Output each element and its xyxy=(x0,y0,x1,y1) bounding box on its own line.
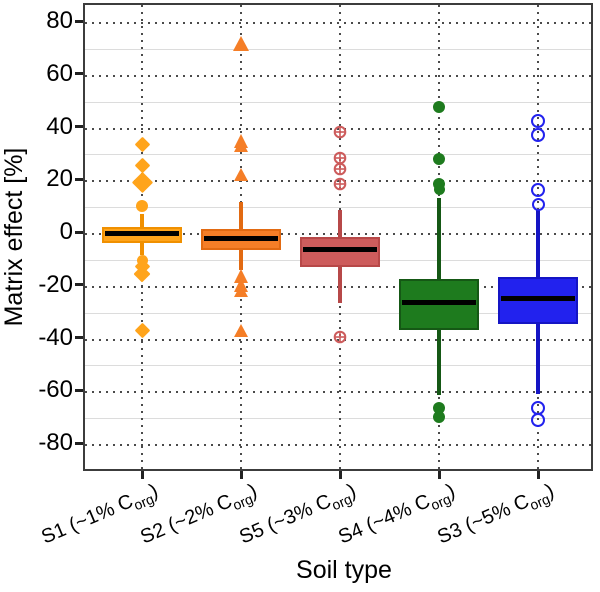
lower-whisker xyxy=(140,243,144,256)
minor-gridline xyxy=(85,207,591,209)
outlier-open-circle-icon xyxy=(531,198,545,212)
plot-area xyxy=(83,3,593,471)
minor-gridline xyxy=(85,312,591,314)
y-axis-title: Matrix effect [%] xyxy=(0,147,28,327)
y-tick-mark xyxy=(75,388,83,392)
upper-whisker xyxy=(536,210,540,277)
x-tick-mark xyxy=(338,471,342,479)
x-tick-mark xyxy=(140,471,144,479)
major-gridline xyxy=(85,391,591,394)
median-line xyxy=(303,247,377,253)
minor-gridline xyxy=(85,154,591,156)
outlier-filled-circle-icon xyxy=(433,101,445,114)
y-tick-mark xyxy=(75,336,83,339)
outlier-triangle-icon xyxy=(234,323,248,337)
outlier-diamond-icon xyxy=(134,322,150,339)
lower-whisker xyxy=(239,249,243,270)
minor-gridline xyxy=(85,418,591,420)
upper-whisker xyxy=(338,210,342,237)
outlier-diamond-icon xyxy=(134,136,150,153)
y-tick-mark xyxy=(75,19,83,23)
outlier-filled-circle-icon xyxy=(433,411,445,424)
minor-gridline xyxy=(85,48,591,50)
major-gridline xyxy=(85,22,591,24)
y-tick-label: -60 xyxy=(38,376,73,404)
outlier-triangle-icon xyxy=(234,167,248,181)
upper-whisker xyxy=(140,214,144,227)
y-tick-label: -40 xyxy=(38,323,73,351)
outlier-diamond-icon xyxy=(131,171,153,194)
outlier-circle-plus-icon xyxy=(333,125,347,139)
outlier-circle-plus-icon xyxy=(333,177,347,191)
outlier-filled-circle-icon xyxy=(433,402,445,415)
y-tick-mark xyxy=(75,283,83,287)
outlier-filled-circle-icon xyxy=(433,183,445,195)
x-tick-mark xyxy=(536,471,540,479)
outlier-circle-plus-icon xyxy=(333,330,347,344)
outlier-circle-plus-icon xyxy=(333,162,347,176)
major-gridline xyxy=(85,74,591,77)
median-line xyxy=(204,236,278,242)
y-tick-label: -80 xyxy=(38,429,73,456)
y-tick-label: 0 xyxy=(59,218,73,245)
median-line xyxy=(402,299,476,305)
lower-whisker xyxy=(338,266,342,303)
upper-whisker xyxy=(437,198,441,279)
major-gridline xyxy=(85,338,591,341)
y-tick-label: 40 xyxy=(46,112,73,140)
minor-gridline xyxy=(85,101,591,103)
y-tick-mark xyxy=(75,177,83,181)
major-gridline xyxy=(85,180,591,183)
y-tick-mark xyxy=(75,230,83,234)
y-tick-label: -20 xyxy=(38,270,73,298)
minor-gridline xyxy=(85,365,591,367)
median-line xyxy=(501,295,575,301)
y-tick-label: 20 xyxy=(46,165,73,193)
outlier-circle-plus-icon xyxy=(333,151,347,165)
lower-whisker xyxy=(437,330,441,395)
median-line xyxy=(105,230,179,236)
major-gridline xyxy=(85,444,591,446)
y-tick-label: 60 xyxy=(46,59,73,87)
outlier-triangle-icon xyxy=(234,283,248,297)
x-tick-mark xyxy=(239,471,243,479)
outlier-open-circle-icon xyxy=(531,128,545,143)
outlier-triangle-icon xyxy=(233,36,249,52)
y-tick-mark xyxy=(75,125,83,128)
outlier-filled-circle-icon xyxy=(136,200,148,213)
lower-whisker xyxy=(536,323,540,394)
outlier-open-circle-icon xyxy=(531,183,545,198)
outlier-open-circle-icon xyxy=(531,113,545,128)
x-tick-mark xyxy=(437,471,441,479)
upper-whisker xyxy=(239,202,243,230)
outlier-open-circle-icon xyxy=(531,412,545,427)
outlier-triangle-icon xyxy=(234,138,248,152)
outlier-filled-circle-icon xyxy=(433,152,445,165)
x-axis-title: Soil type xyxy=(296,556,392,584)
y-tick-label: 80 xyxy=(46,7,73,34)
y-tick-mark xyxy=(75,72,83,76)
y-tick-mark xyxy=(75,441,83,445)
